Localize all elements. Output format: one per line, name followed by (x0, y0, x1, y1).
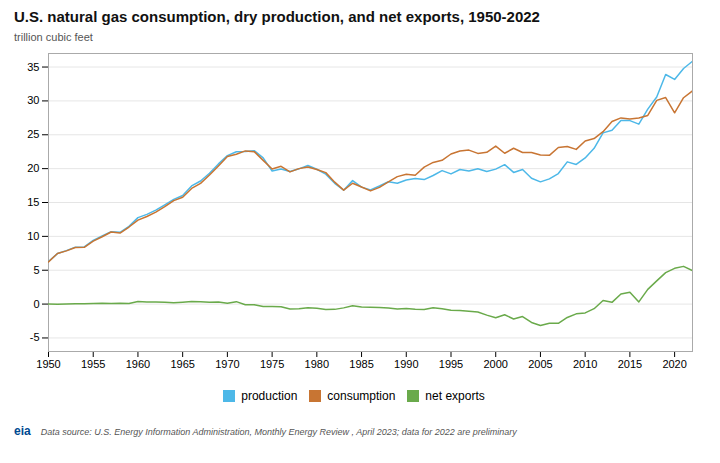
svg-text:1970: 1970 (215, 358, 239, 370)
svg-text:1975: 1975 (260, 358, 284, 370)
svg-text:1985: 1985 (349, 358, 373, 370)
html-text:net exports: net exports (425, 388, 485, 403)
svg-text:2000: 2000 (483, 358, 507, 370)
svg-text:2005: 2005 (528, 358, 552, 370)
html-text:eia: eia (14, 424, 31, 438)
svg-text:2020: 2020 (662, 358, 686, 370)
svg-text:1965: 1965 (170, 358, 194, 370)
svg-text:-5: -5 (30, 331, 40, 343)
svg-text:1995: 1995 (439, 358, 463, 370)
html-text:Data source: U.S. Energy Infor: Data source: U.S. Energy Information Adm… (40, 427, 517, 437)
svg-text:1960: 1960 (126, 358, 150, 370)
svg-text:25: 25 (27, 128, 39, 140)
svg-text:10: 10 (27, 230, 39, 242)
svg-text:1980: 1980 (305, 358, 329, 370)
html-text:trillion cubic feet: trillion cubic feet (14, 31, 93, 43)
svg-text:2010: 2010 (573, 358, 597, 370)
svg-text:2015: 2015 (618, 358, 642, 370)
html-text:consumption: consumption (327, 388, 396, 403)
svg-text:1990: 1990 (394, 358, 418, 370)
svg-text:30: 30 (27, 94, 39, 106)
svg-text:35: 35 (27, 61, 39, 73)
svg-text:1950: 1950 (36, 358, 60, 370)
html-text:U.S. natural gas consumption,: U.S. natural gas consumption, dry produc… (14, 8, 540, 25)
svg-text:0: 0 (33, 298, 39, 310)
svg-text:5: 5 (33, 264, 39, 276)
svg-text:15: 15 (27, 196, 39, 208)
svg-text:20: 20 (27, 162, 39, 174)
html-text:production: production (241, 388, 298, 403)
svg-text:1955: 1955 (81, 358, 105, 370)
